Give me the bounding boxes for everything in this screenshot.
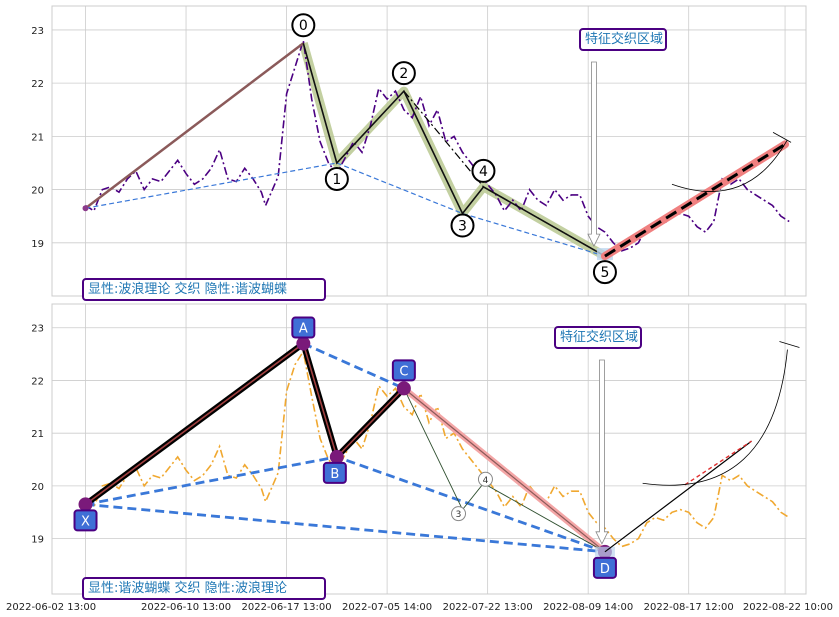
x-axis: 2022-06-02 13:00 2022-06-10 13:00 2022-06-… xyxy=(6,602,833,613)
wave-point-1-circle xyxy=(324,166,349,191)
cd-line xyxy=(403,387,606,553)
projection-line xyxy=(604,440,752,553)
start-dot xyxy=(82,205,89,212)
wave-point-0-circle xyxy=(291,13,316,38)
blue-dashed-start xyxy=(85,162,337,209)
corner-label-bottom-text: 显性:谐波蝴蝶 交织 隐性:波浪理论 xyxy=(88,580,287,596)
annotation-box-top-text: 特征交织区域 xyxy=(585,31,663,47)
annotation-arrow-bottom xyxy=(595,359,609,545)
wave-path xyxy=(302,42,606,257)
corner-label-top-text: 显性:波浪理论 交织 隐性:谐波蝴蝶 xyxy=(88,281,287,297)
annotation-arrow-top xyxy=(587,61,601,247)
hidden-wave-point-4-circle xyxy=(477,471,493,487)
y-tick-label: 20 xyxy=(31,186,44,197)
y-tick-label: 23 xyxy=(31,26,44,37)
x-tick-label: 2022-07-22 13:00 xyxy=(443,602,533,613)
harmonic-dashed-xd xyxy=(85,503,606,554)
harmonic-dot-B xyxy=(329,449,344,464)
wave-point-2-label: 2 xyxy=(399,66,408,82)
hidden-wave-point-4-label: 4 xyxy=(483,476,489,486)
tbar-end xyxy=(772,131,792,143)
wave-point-4-circle xyxy=(471,158,496,183)
x-tick-label: 2022-06-10 13:00 xyxy=(141,602,231,613)
plot-area xyxy=(51,303,807,595)
leg-XA-inner xyxy=(85,342,304,506)
harmonic-point-D-label: D xyxy=(600,562,610,577)
y-tick-label: 22 xyxy=(31,376,44,387)
harmonic-point-C-label: C xyxy=(399,364,408,379)
x-tick-label: 2022-08-09 14:00 xyxy=(543,602,633,613)
annotation-box-bottom: 特征交织区域 xyxy=(554,326,642,349)
x-tick-label: 2022-06-02 13:00 xyxy=(6,602,96,613)
harmonic-point-X-box xyxy=(73,509,98,532)
y-tick-label: 19 xyxy=(31,535,44,546)
curve-connector xyxy=(642,349,788,486)
tbar-end xyxy=(779,341,800,348)
projection-band xyxy=(600,140,790,261)
harmonic-point-C-box xyxy=(391,359,416,382)
projection-dashed xyxy=(684,440,752,486)
y-tick-label: 19 xyxy=(31,239,44,250)
annotation-box-top-box xyxy=(579,28,667,51)
harmonic-point-D-box xyxy=(592,556,617,579)
x-tick-label: 2022-06-17 13:00 xyxy=(242,602,332,613)
wave-point-5-circle xyxy=(592,260,617,285)
x-tick-label: 2022-07-05 14:00 xyxy=(342,602,432,613)
corner-label-bottom-box xyxy=(82,577,326,600)
leg-AB-inner xyxy=(302,343,338,458)
hidden-wave-point-3-circle xyxy=(451,506,467,522)
brown-leg xyxy=(84,42,305,210)
annotation-box-bottom-text: 特征交织区域 xyxy=(560,329,638,345)
curve-connector xyxy=(671,140,788,192)
y-tick-label: 21 xyxy=(31,429,44,440)
y-tick-label: 20 xyxy=(31,482,44,493)
harmonic-dot-C xyxy=(396,381,411,396)
harmonic-dashed-ac xyxy=(302,342,405,390)
x-tick-label: 2022-08-22 10:00 xyxy=(743,602,833,613)
wave-point-1-label: 1 xyxy=(332,172,341,188)
corner-label-top-box xyxy=(82,278,326,301)
harmonic-dot-X xyxy=(78,497,93,512)
harmonic-point-B-label: B xyxy=(330,467,339,482)
harmonic-point-A-box xyxy=(291,316,316,339)
hidden-wave-path xyxy=(403,388,606,553)
y-tick-label: 23 xyxy=(31,324,44,335)
harmonic-point-B-box xyxy=(322,461,347,484)
y-tick-label: 21 xyxy=(31,132,44,143)
annotation-box-bottom-box xyxy=(554,326,642,349)
harmonic-dot-A xyxy=(296,336,311,351)
wave-point-5-label: 5 xyxy=(600,265,609,281)
wave-point-0-label: 0 xyxy=(299,18,308,34)
corner-label-top: 显性:波浪理论 交织 隐性:谐波蝴蝶 xyxy=(82,278,326,301)
price-series-line xyxy=(85,349,790,548)
harmonic-point-A-label: A xyxy=(299,322,308,337)
harmonic-point-X-label: X xyxy=(81,514,90,529)
annotation-box-top: 特征交织区域 xyxy=(579,28,667,51)
hidden-wave-point-3-label: 3 xyxy=(456,510,462,520)
leg-BC-inner xyxy=(336,387,405,458)
wave-point-4-label: 4 xyxy=(479,164,488,180)
wave-point-2-circle xyxy=(391,61,416,86)
wave-point-3-circle xyxy=(450,213,475,238)
x-tick-label: 2022-08-17 12:00 xyxy=(644,602,734,613)
corner-label-bottom: 显性:谐波蝴蝶 交织 隐性:波浪理论 xyxy=(82,577,326,600)
y-tick-label: 22 xyxy=(31,79,44,90)
blue-dashed-base xyxy=(336,162,606,257)
wave-point-3-label: 3 xyxy=(458,219,467,235)
